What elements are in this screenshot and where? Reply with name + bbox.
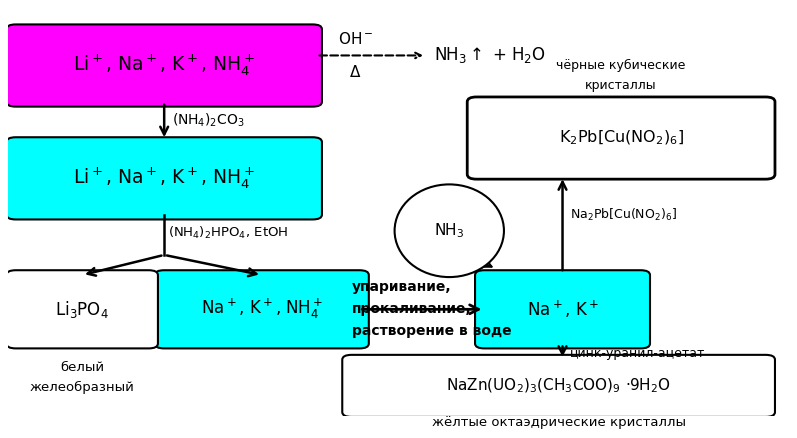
Text: белый: белый <box>60 361 104 374</box>
FancyBboxPatch shape <box>342 355 775 417</box>
Text: Na$^+$, K$^+$: Na$^+$, K$^+$ <box>527 299 599 320</box>
FancyBboxPatch shape <box>6 270 158 348</box>
Text: (NH$_4$)$_2$HPO$_4$, EtOH: (NH$_4$)$_2$HPO$_4$, EtOH <box>168 225 289 241</box>
FancyBboxPatch shape <box>6 25 322 106</box>
Text: Na$_2$Pb[Cu(NO$_2$)$_6$]: Na$_2$Pb[Cu(NO$_2$)$_6$] <box>571 207 677 223</box>
Text: кристаллы: кристаллы <box>585 79 657 92</box>
Text: $\Delta$: $\Delta$ <box>349 64 362 80</box>
Text: NH$_3$: NH$_3$ <box>434 221 465 240</box>
Text: жёлтые октаэдрические кристаллы: жёлтые октаэдрические кристаллы <box>432 416 685 429</box>
FancyBboxPatch shape <box>475 270 650 348</box>
FancyBboxPatch shape <box>155 270 369 348</box>
Ellipse shape <box>395 184 504 277</box>
Text: Li$^+$, Na$^+$, K$^+$, NH$_4^+$: Li$^+$, Na$^+$, K$^+$, NH$_4^+$ <box>73 53 255 78</box>
Text: чёрные кубические: чёрные кубические <box>556 59 685 72</box>
Text: Li$_3$PO$_4$: Li$_3$PO$_4$ <box>55 299 109 320</box>
Text: Na$^+$, K$^+$, NH$_4^+$: Na$^+$, K$^+$, NH$_4^+$ <box>201 297 323 321</box>
Text: цинк-уранил-ацетат: цинк-уранил-ацетат <box>571 347 705 360</box>
Text: прокаливание,: прокаливание, <box>351 302 471 316</box>
Text: упаривание,: упаривание, <box>351 280 451 294</box>
FancyBboxPatch shape <box>6 137 322 219</box>
Text: Li$^+$, Na$^+$, K$^+$, NH$_4^+$: Li$^+$, Na$^+$, K$^+$, NH$_4^+$ <box>73 166 255 191</box>
Text: желеобразный: желеобразный <box>29 381 135 395</box>
Text: OH$^-$: OH$^-$ <box>338 32 373 47</box>
FancyBboxPatch shape <box>467 97 775 179</box>
Text: K$_2$Pb[Cu(NO$_2$)$_6$]: K$_2$Pb[Cu(NO$_2$)$_6$] <box>559 129 684 147</box>
Text: (NH$_4$)$_2$CO$_3$: (NH$_4$)$_2$CO$_3$ <box>172 111 245 129</box>
Text: NaZn(UO$_2$)$_3$(CH$_3$COO)$_9$ ·9H$_2$O: NaZn(UO$_2$)$_3$(CH$_3$COO)$_9$ ·9H$_2$O <box>446 377 671 395</box>
Text: растворение в воде: растворение в воде <box>351 325 511 339</box>
Text: NH$_3$$\uparrow$ + H$_2$O: NH$_3$$\uparrow$ + H$_2$O <box>434 46 546 65</box>
